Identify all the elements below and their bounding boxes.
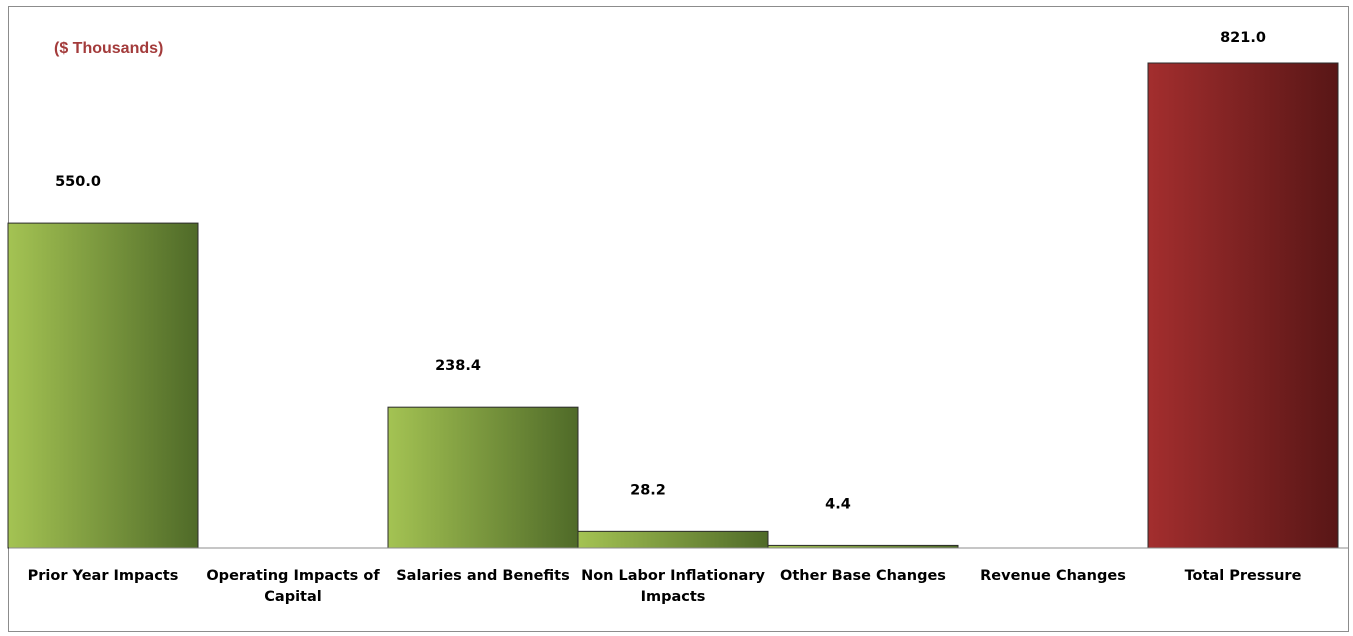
bar-non-labor-inflationary-impacts — [577, 530, 769, 549]
data-label: 550.0 — [55, 174, 101, 190]
bar-total-pressure — [1147, 62, 1339, 549]
category-label: Prior Year Impacts — [27, 568, 179, 584]
data-label: 28.2 — [630, 482, 666, 498]
bar-salaries-and-benefits — [387, 406, 579, 549]
data-label: 238.4 — [435, 358, 481, 374]
category-label: Revenue Changes — [980, 568, 1126, 584]
data-label: 4.4 — [825, 496, 851, 512]
unit-label: ($ Thousands) — [54, 40, 164, 57]
data-label: 821.0 — [1220, 30, 1266, 46]
category-label: Salaries and Benefits — [396, 568, 570, 584]
category-label: Operating Impacts of Capital — [206, 568, 380, 605]
category-label: Other Base Changes — [780, 568, 946, 584]
bar-prior-year-impacts — [7, 222, 199, 549]
chart-frame — [8, 6, 1349, 632]
category-label: Non Labor Inflationary Impacts — [581, 568, 765, 605]
category-label: Total Pressure — [1184, 568, 1302, 584]
